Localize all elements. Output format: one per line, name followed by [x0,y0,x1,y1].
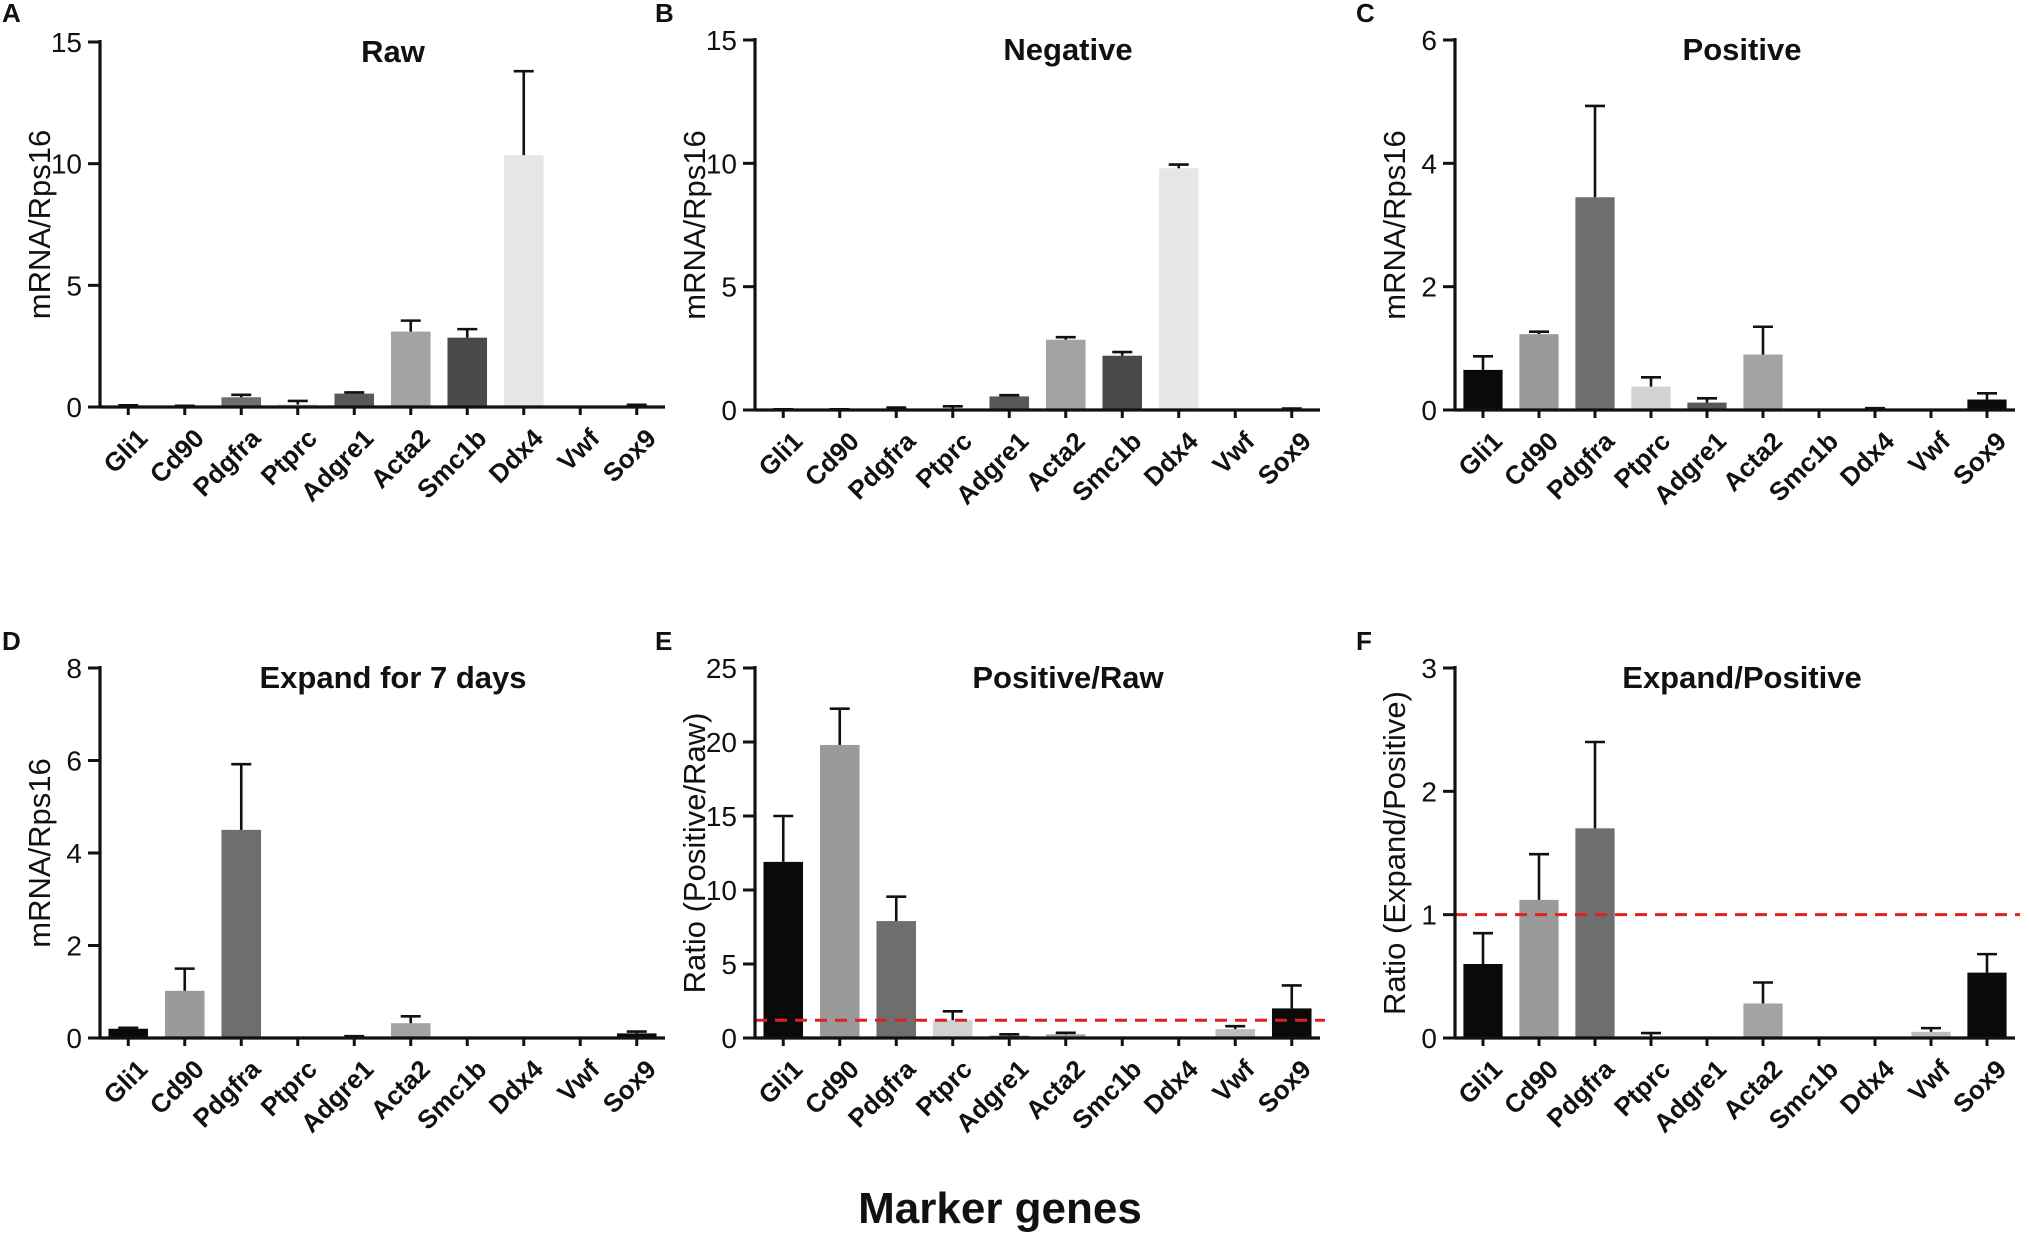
panel-d-x-tick-label-sox9: Sox9 [597,1054,662,1119]
panel-f-y-tick-label: 3 [1421,653,1437,684]
panel-b-bar-ddx4 [1158,168,1199,410]
panel-a-x-tick-label-sox9: Sox9 [597,423,662,488]
panel-c-letter: C [1356,0,1375,28]
panel-d-title: Expand for 7 days [259,660,526,695]
panel-c-bar-adgre1 [1687,402,1727,410]
panel-e-bar-vwf [1215,1029,1256,1038]
panel-c-x-tick-label-ddx4: Ddx4 [1834,426,1901,493]
panel-f-y-tick-label: 0 [1421,1023,1437,1054]
panel-a-bar-ddx4 [503,155,544,407]
panel-d-bar-pdgfra [221,829,262,1038]
panel-c: CPositivemRNA/Rps160246Gli1Cd90PdgfraPtp… [1356,0,2015,510]
panel-c-title: Positive [1683,32,1802,67]
panel-b-y-tick-label: 10 [706,148,737,179]
panel-f-letter: F [1356,626,1372,656]
panel-e-title: Positive/Raw [972,660,1164,695]
panel-e-bar-pdgfra [876,921,917,1038]
panel-c-bar-sox9 [1967,399,2007,410]
panel-a-bar-acta2 [390,331,431,407]
panel-c-bar-cd90 [1519,334,1559,410]
panel-c-bar-acta2 [1743,354,1783,410]
panel-f-y-axis-label: Ratio (Expand/Positive) [1377,691,1412,1015]
panel-a-y-axis-label: mRNA/Rps16 [22,130,57,320]
panel-f-bar-acta2 [1743,1003,1783,1038]
panel-e-y-axis-label: Ratio (Positive/Raw) [677,713,712,994]
panel-c-y-axis-label: mRNA/Rps16 [1377,130,1412,320]
panel-f-x-tick-label-sox9: Sox9 [1947,1054,2012,1119]
panel-b-y-tick-label: 5 [721,272,737,303]
panel-e-bar-ptprc [932,1020,973,1038]
panel-c-bar-gli1 [1463,369,1503,410]
panel-f-bar-cd90 [1519,899,1559,1038]
panel-e-x-tick-label-sox9: Sox9 [1252,1054,1317,1119]
panel-b-y-axis-label: mRNA/Rps16 [677,130,712,320]
panel-c-bar-pdgfra [1575,197,1615,410]
panel-b-bar-smc1b [1102,355,1143,410]
panel-a-y-tick-label: 15 [51,27,82,58]
panel-d-bar-sox9 [616,1033,657,1038]
panel-d-y-tick-label: 6 [66,746,82,777]
panel-a-y-tick-label: 0 [66,392,82,423]
panel-a-y-tick-label: 5 [66,270,82,301]
panel-e-y-tick-label: 0 [721,1023,737,1054]
panel-a-letter: A [2,0,21,28]
panel-f-bar-gli1 [1463,964,1503,1038]
panel-d-y-tick-label: 0 [66,1023,82,1054]
panel-e-bar-cd90 [819,744,860,1038]
panel-b-y-tick-label: 0 [721,395,737,426]
panel-a-title: Raw [361,34,426,69]
panel-d-bar-gli1 [108,1028,149,1038]
panel-f: F Expand/Positive Ratio (Expand/Positive) 0… [1356,626,2020,1138]
panel-d-letter: D [2,626,21,656]
panel-d-x-tick-label-ddx4: Ddx4 [483,1054,550,1121]
panel-f-bar-vwf [1911,1031,1951,1038]
panel-e-y-tick-label: 15 [706,801,737,832]
panel-a-bar-smc1b [447,337,488,407]
panel-e-y-tick-label: 10 [706,875,737,906]
panel-f-title: Expand/Positive [1622,660,1861,695]
panel-e-bar-sox9 [1271,1008,1312,1038]
panel-c-y-tick-label: 0 [1421,395,1437,426]
panel-b-x-tick-label-ddx4: Ddx4 [1138,426,1205,493]
panel-e-x-tick-label-ddx4: Ddx4 [1138,1054,1205,1121]
panel-d-y-tick-label: 8 [66,653,82,684]
panel-b-bar-adgre1 [989,396,1030,410]
panel-a-x-tick-label-ddx4: Ddx4 [483,423,550,490]
panel-f-y-tick-label: 1 [1421,900,1437,931]
panel-d-y-tick-label: 4 [66,838,82,869]
panel-f-bar-pdgfra [1575,828,1615,1038]
panel-e-bar-gli1 [763,861,804,1038]
panel-d-bar-acta2 [390,1023,431,1038]
figure-x-axis-label: Marker genes [858,1184,1142,1233]
panel-a-y-tick-label: 10 [51,149,82,180]
panel-b-y-tick-label: 15 [706,25,737,56]
panel-b: BNegativemRNA/Rps16051015Gli1Cd90PdgfraP… [655,0,1320,510]
panel-c-x-tick-label-sox9: Sox9 [1947,426,2012,491]
panel-f-y-tick-label: 2 [1421,776,1437,807]
panel-a-bar-adgre1 [334,393,375,407]
panel-e: E Positive/Raw Ratio (Positive/Raw) 0 5 10 15 2… [655,626,1325,1138]
panel-d-bar-cd90 [164,990,205,1038]
panel-b-letter: B [655,0,674,28]
panel-e-y-tick-label: 25 [706,653,737,684]
panel-b-title: Negative [1003,32,1132,67]
panel-c-y-tick-label: 2 [1421,272,1437,303]
panel-e-y-tick-label: 20 [706,727,737,758]
panel-d-y-tick-label: 2 [66,931,82,962]
panel-b-x-tick-label-sox9: Sox9 [1252,426,1317,491]
panel-e-y-tick-label: 5 [721,949,737,980]
panel-c-y-tick-label: 4 [1421,148,1437,179]
panel-c-bar-ptprc [1631,386,1671,410]
panel-a-bar-pdgfra [221,397,262,407]
panel-a: ARawmRNA/Rps16051015Gli1Cd90PdgfraPtprcA… [2,0,665,507]
panel-d-y-axis-label: mRNA/Rps16 [22,758,57,948]
panel-c-y-tick-label: 6 [1421,25,1437,56]
panel-e-bar-acta2 [1045,1034,1086,1038]
panel-b-bar-acta2 [1045,339,1086,410]
panel-f-bar-sox9 [1967,972,2007,1038]
panel-f-x-tick-label-ddx4: Ddx4 [1834,1054,1901,1121]
panel-e-letter: E [655,626,672,656]
